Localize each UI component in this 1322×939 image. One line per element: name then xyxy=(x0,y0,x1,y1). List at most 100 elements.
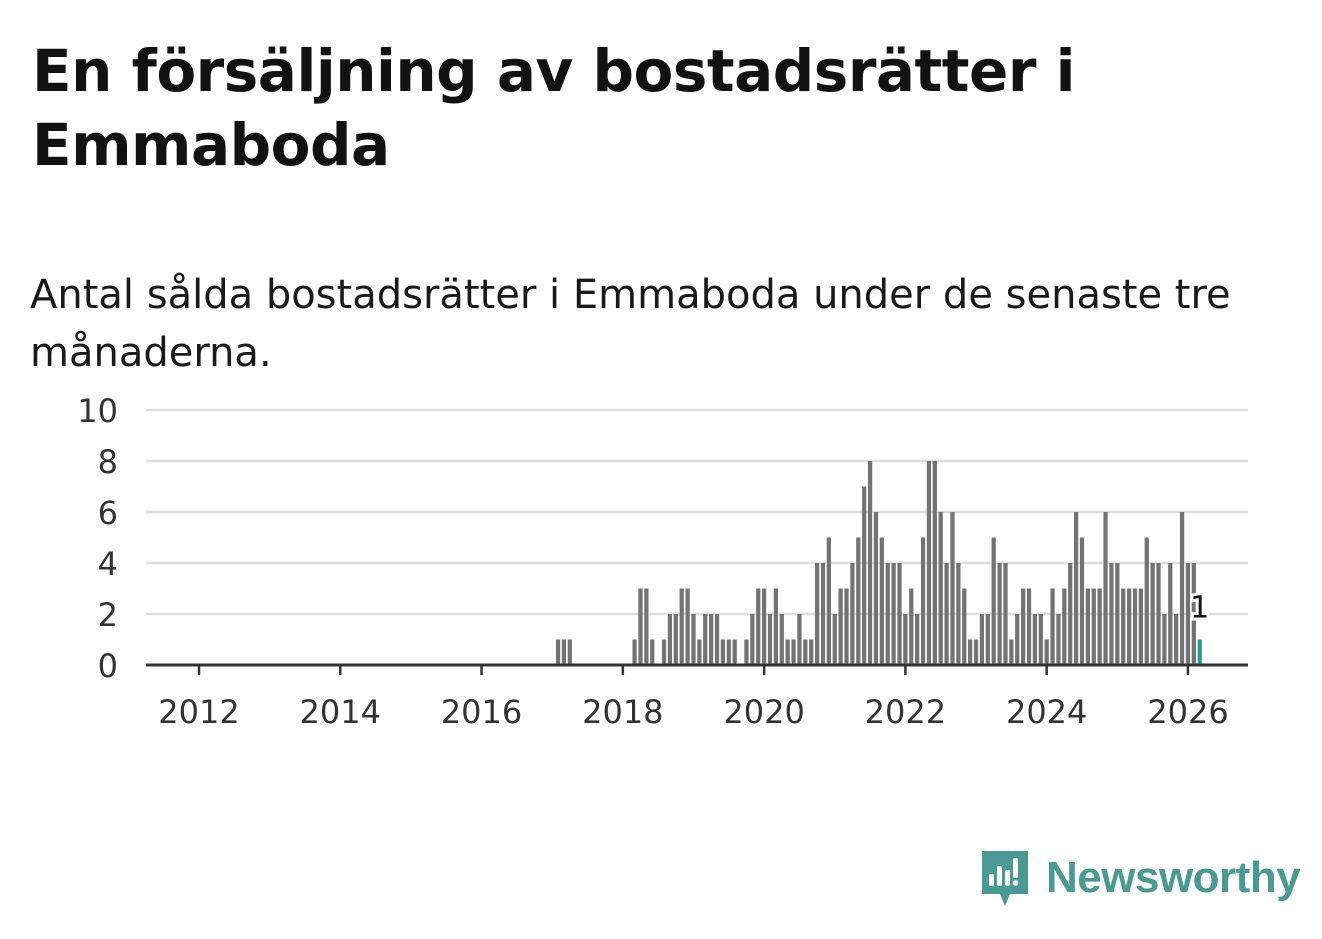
bar-chart: 0 2 4 6 8 10 2012 2014 2016 2018 2020 2022 2024 2026… xyxy=(77,392,1248,731)
last-value-label: 1 xyxy=(1190,591,1209,626)
bar xyxy=(809,639,814,665)
y-tick-label: 0 xyxy=(98,647,118,685)
bar xyxy=(1091,588,1096,665)
bar xyxy=(897,563,902,665)
bar xyxy=(885,563,890,665)
x-tick-label: 2026 xyxy=(1147,693,1228,731)
bar xyxy=(1174,614,1179,665)
bar xyxy=(720,639,726,665)
y-tick-label: 8 xyxy=(98,443,118,481)
bar xyxy=(1191,563,1196,665)
bar xyxy=(732,639,737,665)
bar xyxy=(944,563,949,665)
bar xyxy=(761,588,767,665)
bar xyxy=(803,639,808,665)
bar xyxy=(1079,537,1085,665)
x-tick-label: 2014 xyxy=(300,693,381,731)
bar xyxy=(1073,512,1079,665)
bar xyxy=(1003,563,1008,665)
x-axis: 2012 2014 2016 2018 2020 2022 2024 2026 xyxy=(146,663,1248,731)
bars xyxy=(555,461,1202,665)
y-tick-label: 6 xyxy=(98,494,118,532)
bar xyxy=(697,639,702,665)
bar xyxy=(1168,563,1173,665)
x-tick-label: 2022 xyxy=(865,693,946,731)
y-tick-label: 2 xyxy=(98,596,118,634)
bar xyxy=(685,588,690,665)
brand-name: Newsworthy xyxy=(1046,853,1301,902)
bar xyxy=(1068,563,1073,665)
bar xyxy=(1138,588,1143,665)
bar xyxy=(1097,588,1102,665)
bar xyxy=(832,614,837,665)
bar xyxy=(814,563,820,665)
bar xyxy=(820,563,826,665)
bar xyxy=(826,537,831,665)
bar xyxy=(638,588,643,665)
bar xyxy=(1156,563,1161,665)
bar xyxy=(850,563,855,665)
bar xyxy=(991,537,996,665)
bar xyxy=(1044,639,1049,665)
bar xyxy=(667,614,673,665)
bar xyxy=(985,614,990,665)
bar xyxy=(909,588,914,665)
bar xyxy=(750,614,755,665)
bar xyxy=(1021,588,1026,665)
bar xyxy=(691,614,696,665)
x-tick-label: 2012 xyxy=(158,693,239,731)
bar xyxy=(767,614,773,665)
bar xyxy=(1126,588,1132,665)
bar xyxy=(726,639,731,665)
bar xyxy=(1062,588,1067,665)
bar xyxy=(873,512,879,665)
bar xyxy=(968,639,973,665)
bar xyxy=(1009,639,1014,665)
bar xyxy=(779,614,784,665)
bar xyxy=(956,563,961,665)
chart-subtitle: Antal sålda bostadsrätter i Emmaboda und… xyxy=(30,272,1231,376)
y-tick-label: 4 xyxy=(98,545,118,583)
bar xyxy=(650,639,655,665)
bar xyxy=(567,639,572,665)
bar xyxy=(1115,563,1120,665)
bar xyxy=(1026,588,1032,665)
bar xyxy=(856,537,861,665)
bar xyxy=(979,614,985,665)
bar xyxy=(756,588,761,665)
bar xyxy=(785,639,790,665)
bar xyxy=(915,614,920,665)
grid-lines: 0 2 4 6 8 10 xyxy=(77,392,1248,685)
x-tick-label: 2020 xyxy=(723,693,804,731)
bar xyxy=(844,588,849,665)
bar xyxy=(1015,614,1020,665)
bar xyxy=(714,614,720,665)
x-tick-label: 2016 xyxy=(441,693,522,731)
bar xyxy=(632,639,637,665)
bar xyxy=(997,563,1002,665)
bar xyxy=(962,588,967,665)
bar xyxy=(1103,512,1108,665)
bar xyxy=(1032,614,1038,665)
bar xyxy=(773,588,778,665)
bar xyxy=(1162,614,1167,665)
bar xyxy=(744,639,749,665)
bar xyxy=(920,537,926,665)
bar-latest xyxy=(1197,639,1202,665)
bar xyxy=(1085,588,1090,665)
bar xyxy=(838,588,843,665)
bar xyxy=(950,512,955,665)
bar xyxy=(703,614,708,665)
chart-title: En försäljning av bostadsrätter i Emmabo… xyxy=(32,37,1076,179)
bar xyxy=(1150,563,1155,665)
bar xyxy=(644,588,649,665)
bar xyxy=(862,486,867,665)
bar xyxy=(879,537,884,665)
bar xyxy=(673,614,678,665)
bar xyxy=(679,588,684,665)
bar xyxy=(797,614,802,665)
bar xyxy=(1038,614,1043,665)
bar xyxy=(891,563,896,665)
newsworthy-logo-icon xyxy=(982,851,1028,906)
bar xyxy=(867,461,873,665)
